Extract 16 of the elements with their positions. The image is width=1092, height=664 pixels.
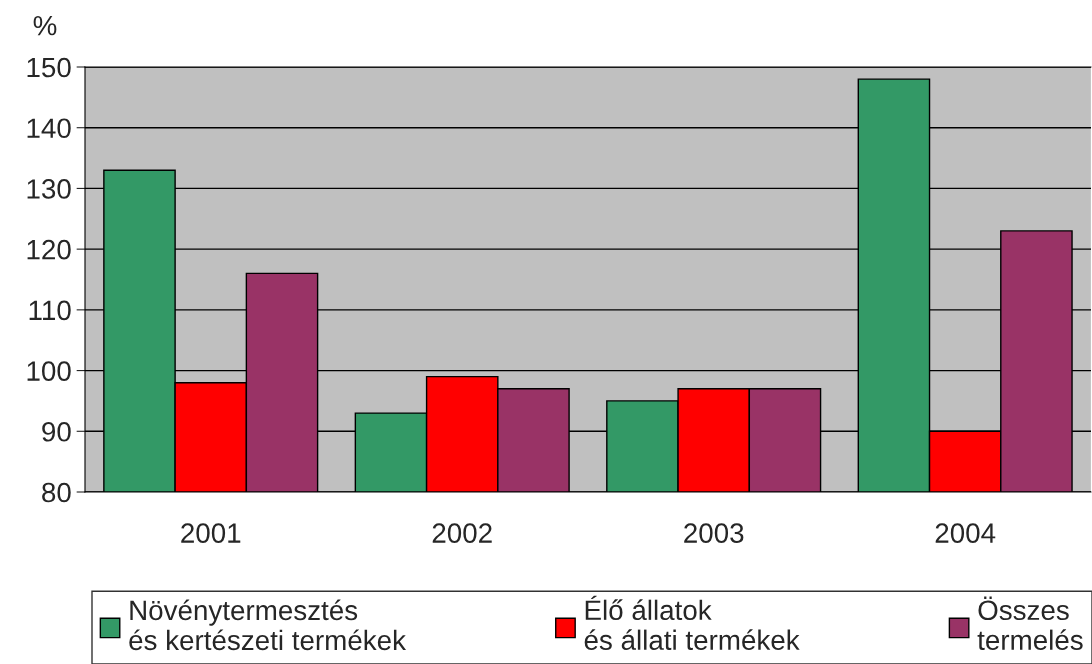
y-tick-label: 110 <box>29 300 71 321</box>
y-tick-label: 80 <box>42 482 71 503</box>
y-tick-label: 150 <box>27 57 71 78</box>
x-tick-label: 2004 <box>935 523 996 543</box>
x-tick-label: 2002 <box>432 523 492 543</box>
y-tick-label: 90 <box>42 421 71 442</box>
y-tick-label: 120 <box>27 239 71 260</box>
x-tick-label: 2001 <box>181 523 241 543</box>
y-tick-label: 130 <box>27 179 71 199</box>
legend-label: Összes termelés <box>977 596 1083 651</box>
legend-label: Növénytermesztés és kertészeti termékek <box>129 599 407 651</box>
y-tick-label: 100 <box>27 361 71 381</box>
x-tick-label: 2003 <box>684 523 744 543</box>
y-axis-title: % <box>33 15 57 36</box>
legend-label: Élő állatok és állati termékek <box>584 595 800 651</box>
y-tick-label: 140 <box>27 118 71 139</box>
